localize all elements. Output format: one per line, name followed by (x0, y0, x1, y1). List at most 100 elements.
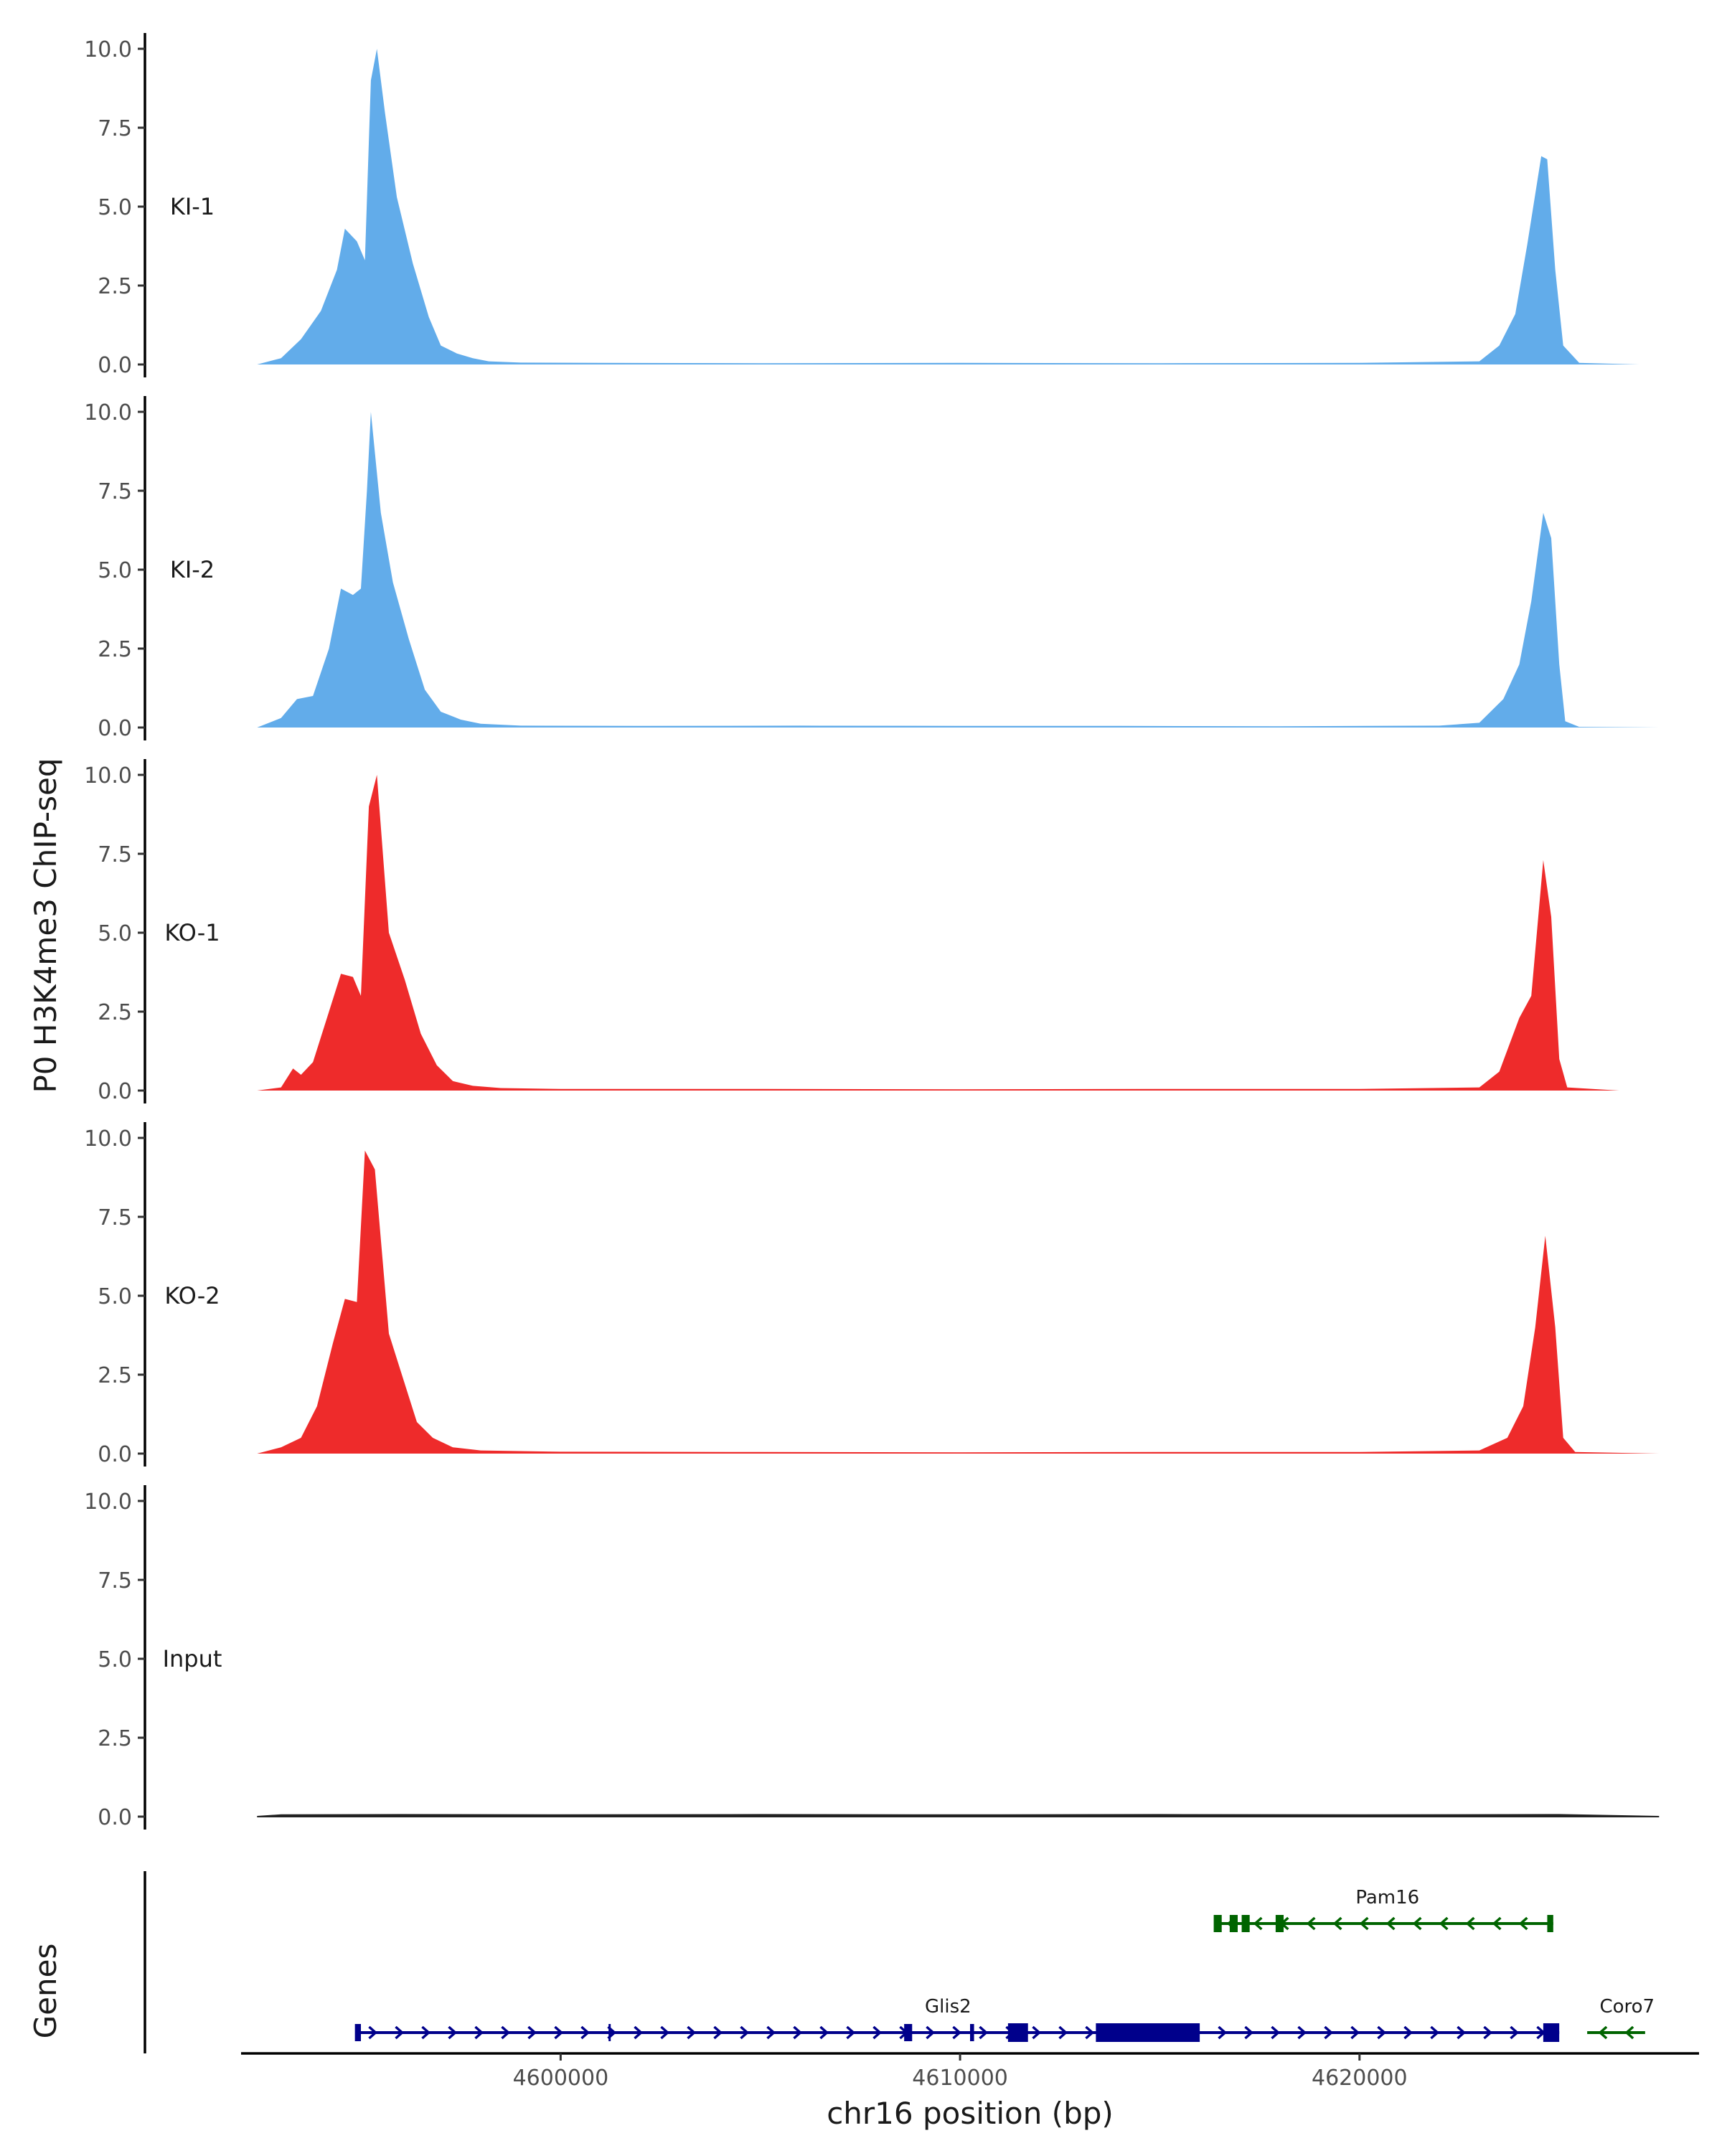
y-tick-label: 10.0 (84, 1489, 132, 1515)
track-label-ko-2: KO-2 (164, 1282, 220, 1309)
y-tick-label: 5.0 (98, 195, 132, 220)
strand-arrow (1412, 1916, 1422, 1931)
strand-arrow (634, 2025, 644, 2040)
strand-arrow (501, 2025, 511, 2040)
track-label-ko-1: KO-1 (164, 919, 220, 946)
gene-label-pam16: Pam16 (1355, 1887, 1419, 1908)
strand-arrow (1403, 2025, 1413, 2040)
strand-arrow (1271, 2025, 1281, 2040)
strand-arrow (979, 2025, 989, 2040)
exon (608, 2024, 611, 2041)
gene-label-glis2: Glis2 (925, 1996, 971, 2018)
exon (1241, 1915, 1250, 1932)
y-tick-label: 7.5 (98, 842, 132, 867)
y-tick-label: 5.0 (98, 1284, 132, 1309)
strand-arrow (1324, 2025, 1334, 2040)
y-tick-label: 2.5 (98, 1363, 132, 1388)
y-tick-label: 7.5 (98, 1568, 132, 1594)
y-tick-label: 10.0 (84, 400, 132, 425)
exon (1547, 1915, 1553, 1932)
strand-arrow (1430, 2025, 1440, 2040)
coverage-area-ki-2 (257, 412, 1660, 728)
coverage-tracks: 0.0 2.5 5.0 7.5 10.0 KI-1 0.0 2.5 5.0 7.5 10.0 KI-2… (84, 33, 1660, 1830)
y-tick-label: 0.0 (98, 1079, 132, 1104)
strand-arrow (1518, 1916, 1528, 1931)
strand-arrow (448, 2025, 458, 2040)
exon (1229, 1915, 1238, 1932)
gene-glis2: Glis2 (354, 1996, 1560, 2042)
x-tick-label: 4620000 (1312, 2066, 1408, 2091)
y-tick-label: 10.0 (84, 37, 132, 62)
strand-arrow (1032, 2025, 1042, 2040)
y-tick-label: 5.0 (98, 1647, 132, 1672)
y-tick-label: 2.5 (98, 637, 132, 662)
strand-arrow (1058, 2025, 1068, 2040)
strand-arrow (1598, 2025, 1608, 2040)
strand-arrow (1457, 2025, 1467, 2040)
strand-arrow (846, 2025, 856, 2040)
strand-arrow (1297, 2025, 1307, 2040)
strand-arrow (1483, 2025, 1493, 2040)
track-panel-ko-2: 0.0 2.5 5.0 7.5 10.0 KO-2 (84, 1122, 1660, 1467)
gene-label-coro7: Coro7 (1599, 1996, 1655, 2018)
strand-arrow (1350, 2025, 1360, 2040)
strand-arrow (580, 2025, 591, 2040)
strand-arrow (1510, 2025, 1520, 2040)
exon (1275, 1915, 1284, 1932)
y-tick-label: 10.0 (84, 1126, 132, 1152)
strand-arrow (1244, 2025, 1254, 2040)
strand-arrow (421, 2025, 431, 2040)
exon (354, 2024, 362, 2041)
strand-arrow (368, 2025, 378, 2040)
strand-arrow (554, 2025, 564, 2040)
coverage-area-ko-1 (257, 775, 1619, 1091)
coverage-area-ko-2 (257, 1150, 1660, 1454)
exon (1543, 2023, 1560, 2042)
exon (1007, 2023, 1028, 2042)
strand-arrow (1306, 1916, 1316, 1931)
strand-arrow (1385, 1916, 1396, 1931)
x-axis: chr16 position (bp) 4600000 4610000 462000… (241, 2052, 1699, 2131)
y-tick-label: 2.5 (98, 1726, 132, 1751)
y-axis-title: P0 H3K4me3 ChIP-seq (28, 758, 63, 1093)
y-tick-label: 2.5 (98, 274, 132, 299)
track-panel-ko-1: 0.0 2.5 5.0 7.5 10.0 KO-1 (84, 759, 1619, 1104)
track-panel-input: 0.0 2.5 5.0 7.5 10.0 Input (84, 1485, 1660, 1830)
strand-arrow (1377, 2025, 1387, 2040)
coverage-area-input (257, 1814, 1660, 1817)
strand-arrow (926, 2025, 936, 2040)
exon (1213, 1915, 1222, 1932)
y-tick-label: 5.0 (98, 558, 132, 583)
genes-axis-title: Genes (28, 1944, 63, 2039)
y-tick-label: 0.0 (98, 353, 132, 378)
y-tick-label: 0.0 (98, 1805, 132, 1830)
y-tick-label: 7.5 (98, 1205, 132, 1230)
strand-arrow (1439, 1916, 1449, 1931)
strand-arrow (1085, 2025, 1095, 2040)
track-label-ki-1: KI-1 (170, 193, 215, 220)
strand-arrow (872, 2025, 883, 2040)
strand-arrow (1624, 2025, 1634, 2040)
track-panel-ki-1: 0.0 2.5 5.0 7.5 10.0 KI-1 (84, 33, 1639, 378)
y-tick-label: 7.5 (98, 479, 132, 504)
strand-arrow (1465, 1916, 1475, 1931)
strand-arrow (527, 2025, 537, 2040)
strand-arrow (713, 2025, 723, 2040)
strand-arrow (952, 2025, 962, 2040)
y-tick-label: 2.5 (98, 1000, 132, 1025)
strand-arrow (687, 2025, 697, 2040)
strand-arrow (1332, 1916, 1342, 1931)
strand-arrow (474, 2025, 484, 2040)
x-axis-title: chr16 position (bp) (827, 2096, 1114, 2131)
strand-arrow (793, 2025, 803, 2040)
gene-coro7: Coro7 (1587, 1996, 1655, 2040)
exon (904, 2024, 913, 2041)
strand-arrow (819, 2025, 829, 2040)
x-tick-label: 4600000 (513, 2066, 609, 2091)
track-panel-ki-2: 0.0 2.5 5.0 7.5 10.0 KI-2 (84, 396, 1660, 741)
strand-arrow (1359, 1916, 1369, 1931)
y-tick-label: 7.5 (98, 116, 132, 141)
exon (970, 2024, 974, 2041)
y-tick-label: 0.0 (98, 1442, 132, 1467)
